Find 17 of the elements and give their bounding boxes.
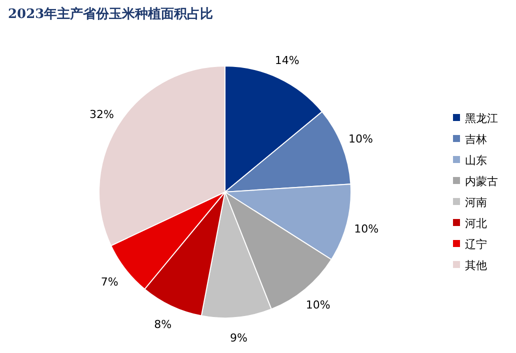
legend-label: 山东 bbox=[465, 154, 487, 167]
legend-label: 其他 bbox=[465, 259, 487, 272]
legend-label: 内蒙古 bbox=[465, 175, 498, 188]
legend-label: 辽宁 bbox=[465, 238, 487, 251]
legend-label: 吉林 bbox=[465, 133, 487, 146]
chart-title: 2023年主产省份玉米种植面积占比 bbox=[8, 6, 214, 22]
data-label: 9% bbox=[230, 331, 248, 344]
data-label: 32% bbox=[90, 108, 114, 121]
legend-label: 河南 bbox=[465, 196, 487, 209]
data-label: 7% bbox=[100, 275, 118, 288]
data-label: 8% bbox=[154, 318, 172, 332]
data-label: 10% bbox=[348, 132, 373, 146]
legend-label: 黑龙江 bbox=[465, 112, 498, 125]
data-label: 14% bbox=[274, 54, 300, 67]
data-label: 10% bbox=[354, 222, 379, 236]
legend-label: 河北 bbox=[465, 217, 487, 230]
data-label: 10% bbox=[306, 298, 330, 312]
